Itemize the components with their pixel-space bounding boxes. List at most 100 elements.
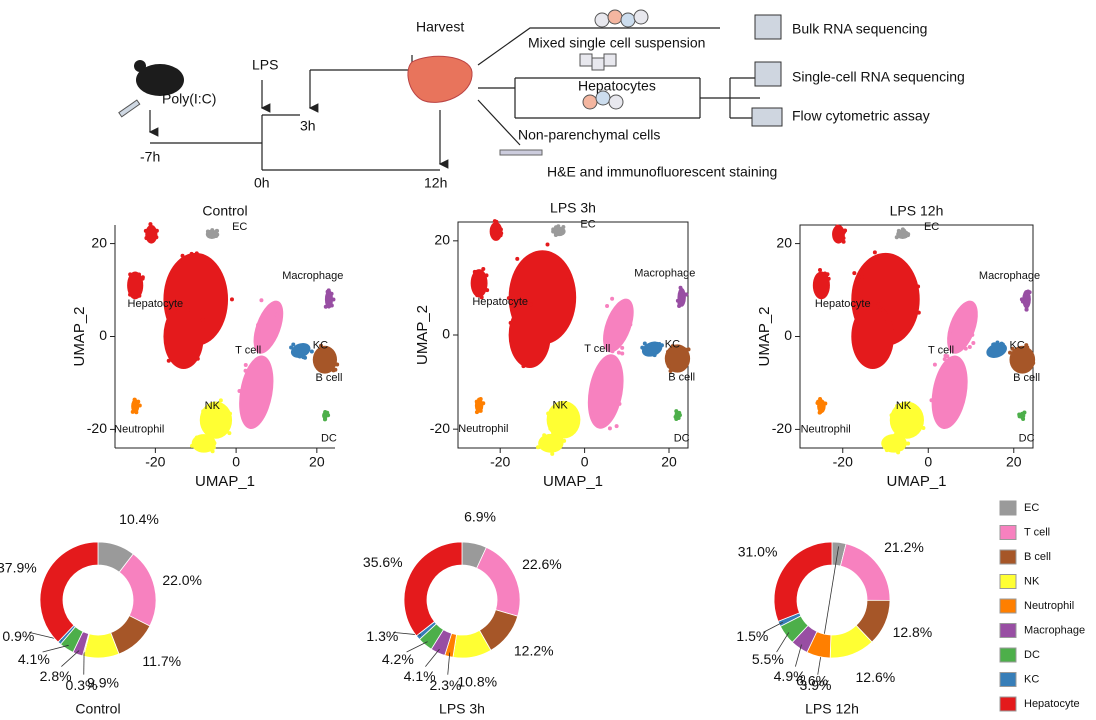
- value-label: 12.8%: [893, 624, 933, 640]
- legend-swatch: [999, 500, 1017, 516]
- value-label: 22.0%: [162, 572, 202, 588]
- cell-point: [522, 263, 527, 268]
- cell-point: [195, 356, 200, 361]
- x-axis-label: UMAP_1: [195, 473, 255, 490]
- legend-label: T cell: [1024, 526, 1050, 538]
- label: -7h: [140, 149, 160, 165]
- cluster-label: B cell: [668, 371, 695, 383]
- cell-point: [894, 235, 899, 240]
- cluster-label: NK: [896, 400, 912, 412]
- cluster: [489, 222, 503, 241]
- legend-label: Hepatocyte: [1024, 698, 1080, 710]
- cell-point: [521, 364, 526, 369]
- cell-point: [949, 328, 954, 333]
- cell-point: [568, 431, 573, 436]
- value-label: 12.2%: [514, 643, 554, 659]
- y-tick-label: 20: [776, 234, 792, 250]
- value-label: 37.9%: [0, 560, 37, 576]
- cell-point: [148, 222, 153, 227]
- cluster-label: T cell: [235, 344, 261, 356]
- cell-point: [227, 431, 232, 436]
- label: 12h: [424, 175, 447, 191]
- cell-point: [967, 344, 972, 349]
- cell-point: [841, 236, 846, 241]
- cell-point: [329, 303, 334, 308]
- cell-point: [995, 340, 1000, 345]
- cell-point: [628, 322, 633, 327]
- cell-point: [210, 402, 215, 407]
- cell-point: [210, 228, 215, 233]
- donut-slice: [840, 543, 891, 601]
- cell-point: [605, 303, 610, 308]
- cell-icons: [579, 9, 649, 110]
- connector: [477, 27, 720, 66]
- value-label: 5.5%: [752, 651, 784, 667]
- cell-point: [916, 284, 921, 289]
- cell-point: [815, 401, 820, 406]
- cell-point: [854, 311, 859, 316]
- label: Harvest: [416, 19, 464, 35]
- cell-point: [227, 411, 232, 416]
- cell-point: [498, 227, 503, 232]
- cell-point: [258, 345, 263, 350]
- cell-point: [511, 299, 516, 304]
- cell-point: [916, 310, 921, 315]
- leader-line: [42, 644, 69, 653]
- cell-point: [992, 342, 997, 347]
- cell-point: [291, 342, 296, 347]
- x-tick-label: 20: [661, 454, 677, 470]
- cell-point: [841, 239, 846, 244]
- value-label: 3.9%: [800, 677, 832, 693]
- leader-line: [763, 621, 783, 633]
- cell-point: [1024, 343, 1029, 348]
- cell-point: [917, 424, 922, 429]
- value-label: 4.9%: [774, 668, 806, 684]
- cluster-label: KC: [665, 338, 680, 350]
- cell-point: [676, 415, 681, 420]
- cell-point: [620, 351, 625, 356]
- y-tick-label: 20: [434, 232, 450, 248]
- cell-point: [144, 236, 149, 241]
- cell-point: [670, 344, 675, 349]
- label: Hepatocytes: [578, 78, 656, 94]
- value-label: 10.4%: [119, 511, 159, 527]
- donut-slice: [39, 541, 99, 643]
- cell-point: [909, 403, 914, 408]
- donut-title: LPS 12h: [805, 701, 859, 717]
- cell-point: [548, 426, 553, 431]
- x-axis-label: UMAP_1: [886, 473, 946, 490]
- cell-point: [546, 411, 551, 416]
- cell-point: [906, 441, 911, 446]
- cell-point: [128, 272, 133, 277]
- cluster-label: T cell: [928, 344, 954, 356]
- cell-point: [259, 298, 264, 303]
- cell-point: [673, 414, 678, 419]
- cell-point: [265, 361, 270, 366]
- label: Flow cytometric assay: [792, 108, 930, 124]
- cell-point: [818, 267, 823, 272]
- cell-point: [872, 250, 877, 255]
- cell-point: [267, 370, 272, 375]
- umap-panel: EC Macrophage Hepatocyte KC T cell B cell NK Ne…: [71, 203, 343, 490]
- value-label: 11.7%: [142, 653, 181, 669]
- cell-point: [896, 450, 901, 455]
- cluster: [603, 298, 634, 353]
- cell-point: [1019, 297, 1024, 302]
- y-axis-label: UMAP_2: [756, 306, 773, 366]
- schematic: Poly(I:C) -7h LPS 0h 3h 12h Harvest Mixe…: [118, 9, 965, 191]
- syringe-icon: [118, 99, 141, 118]
- cell-point: [575, 418, 580, 423]
- cell-point: [132, 397, 137, 402]
- value-label: 10.8%: [457, 673, 497, 689]
- cell-point: [666, 364, 671, 369]
- cell-point: [211, 445, 216, 450]
- cell-point: [143, 228, 148, 233]
- cluster-label: EC: [580, 218, 595, 230]
- cell-point: [950, 348, 955, 353]
- cell-point: [207, 447, 212, 452]
- value-label: 9.9%: [87, 675, 119, 691]
- cell-point: [137, 272, 142, 277]
- liver-icon: [407, 55, 473, 103]
- cell-point: [257, 339, 262, 344]
- cell-point: [331, 368, 336, 373]
